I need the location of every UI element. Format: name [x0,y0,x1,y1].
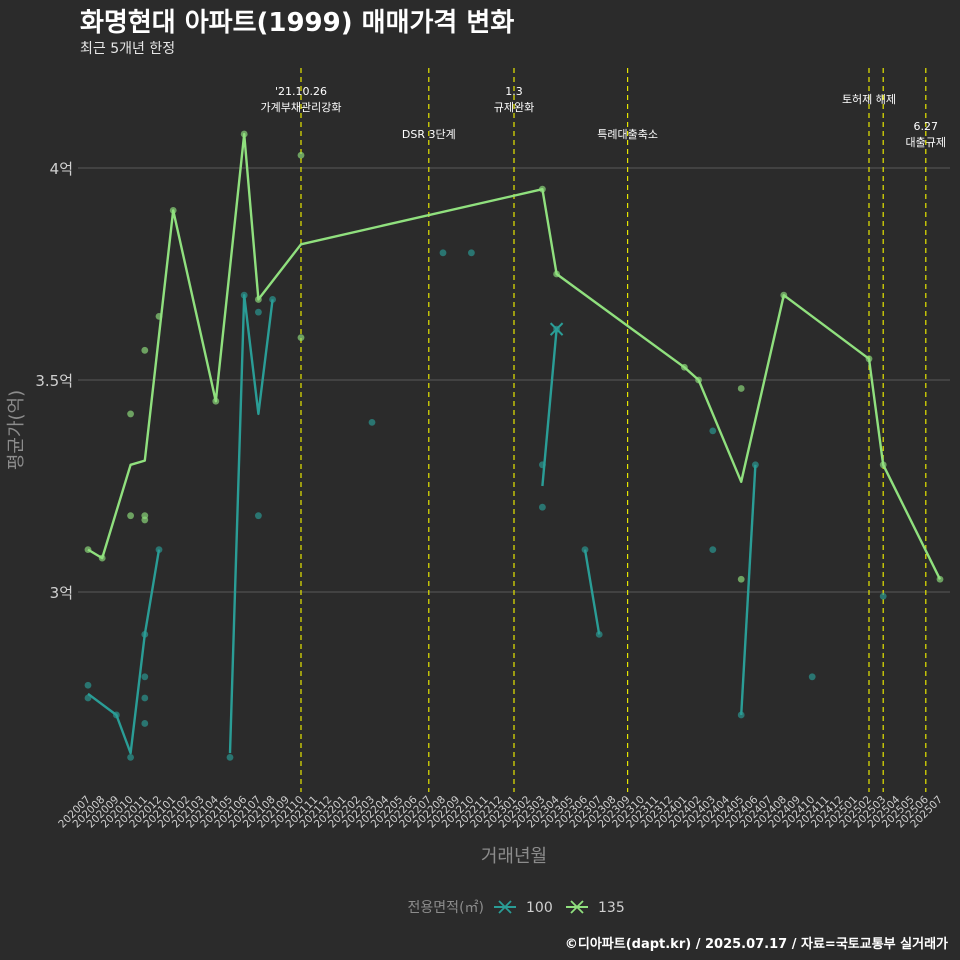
data-point-100 [127,753,134,761]
data-point-135 [141,516,149,524]
y-tick-label: 4억 [50,160,73,178]
legend-swatch-cross-100 [498,900,512,914]
data-point-100 [808,673,816,681]
data-point-100 [709,546,717,553]
data-point-100 [368,419,376,426]
data-point-135 [737,575,745,583]
event-label: 1.3 [505,85,523,98]
y-tick-label: 3.5억 [35,372,73,390]
data-point-135 [737,385,745,392]
event-label: 토허제 해제 [842,92,896,106]
series-line-100 [228,294,274,754]
data-point-100 [226,753,234,761]
y-tick-label: 3억 [50,584,73,602]
legend-swatch-cross-135 [570,900,584,914]
data-point-100 [709,427,717,435]
data-point-100 [84,681,92,689]
chart-subtitle: 최근 5개년 한정 [80,41,176,57]
data-point-135 [297,151,305,159]
event-label: 규제완화 [494,101,534,114]
event-label: '21.10.26 [275,85,327,98]
legend-title: 전용면적(㎡) [408,900,484,916]
event-label: 특례대출축소 [597,128,658,141]
data-point-100 [255,308,262,316]
data-point-135 [297,334,305,341]
data-point-100 [539,503,546,511]
event-label: 대출규제 [906,136,946,149]
data-point-100 [468,249,475,257]
data-point-100 [879,592,887,600]
series-line-100 [583,549,601,635]
event-label: 6.27 [914,120,939,133]
chart-title: 화명현대 아파트(1999) 매매가격 변화 [80,8,515,38]
event-label: DSR 3단계 [402,128,456,141]
data-point-135 [127,410,134,418]
data-point-100 [141,694,149,702]
legend-label-135: 135 [598,900,625,916]
data-point-135 [127,512,134,520]
x-axis-title: 거래년월 [481,846,547,867]
y-axis-title: 평균가(억) [6,390,27,470]
data-point-100 [255,512,262,520]
data-point-100 [141,673,149,681]
data-point-135 [141,346,149,354]
series-line-100 [87,549,161,755]
legend-label-100: 100 [526,900,553,916]
series-line-135 [87,132,942,580]
series-line-100 [541,328,558,487]
cross-marker-100 [549,322,564,336]
series-line-100 [740,464,757,716]
source-caption: ©디아파트(dapt.kr) / 2025.07.17 / 자료=국토교통부 실… [564,937,948,952]
event-label: 가계부채관리강화 [261,101,342,114]
data-point-100 [439,249,447,257]
data-point-100 [141,720,149,727]
